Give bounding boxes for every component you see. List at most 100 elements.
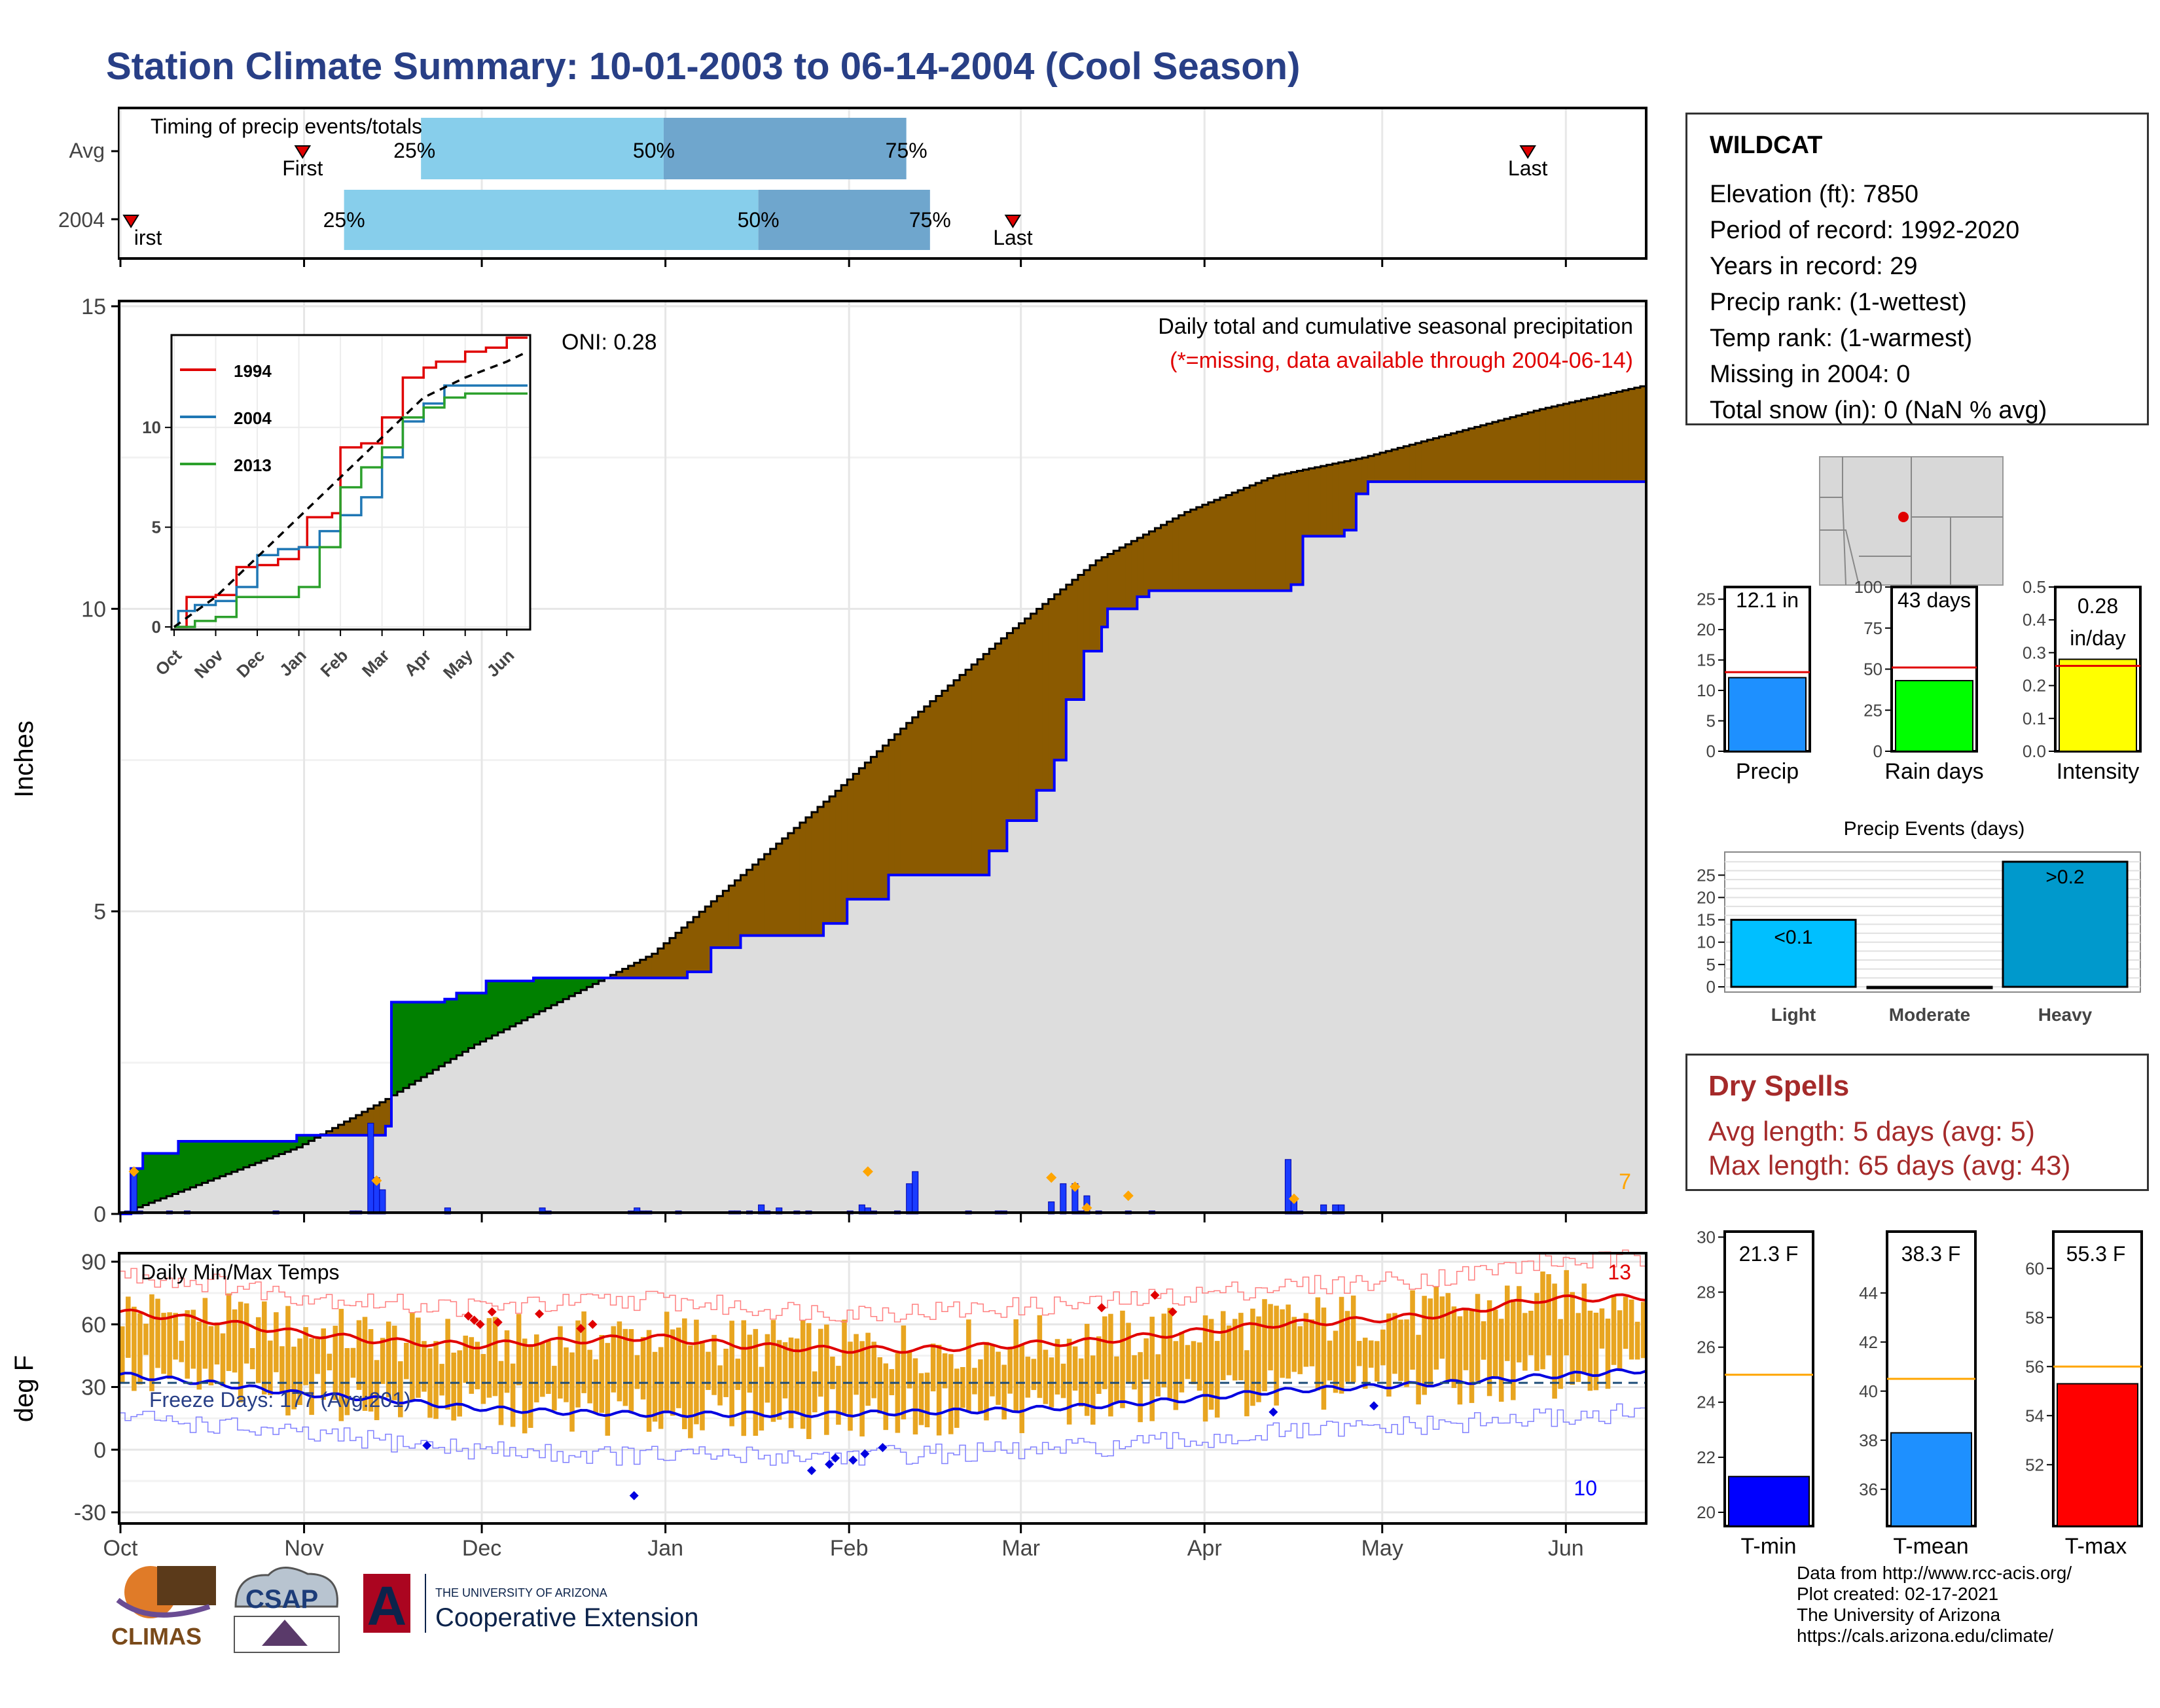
daily-temp-bar [249,1348,255,1370]
surplus-fill [279,1141,285,1154]
daily-temp-bar [1274,1306,1279,1406]
deficit-fill [758,859,765,936]
deficit-fill [1634,387,1641,482]
deficit-fill [776,844,783,936]
daily-temp-bar [682,1318,687,1429]
record-high-marker [1168,1307,1178,1317]
deficit-fill [871,756,878,900]
credit-line-url: https://cals.arizona.edu/climate/ [1797,1626,2054,1646]
daily-temp-bar [469,1337,475,1394]
surplus-fill [533,978,540,1014]
events-label-light: Light [1771,1005,1816,1025]
surplus-fill [521,981,528,1021]
deficit-fill [1143,534,1150,597]
deficit-fill [1474,427,1481,482]
deficit-fill [882,745,890,900]
daily-temp-bar [1380,1329,1386,1366]
surplus-fill [285,1141,291,1152]
daily-temp-bar [1161,1313,1167,1387]
month-tick-label: Jun [1548,1536,1584,1561]
daily-temp-bar [1096,1336,1102,1394]
deficit-fill [361,1112,369,1135]
temp-ytick-label: 30 [81,1376,106,1400]
deficit-fill [711,901,717,948]
summary-ytick-label: 0.5 [2023,577,2046,597]
deficit-fill [1445,435,1452,482]
summary-ytick-label: 15 [1697,650,1716,670]
tbar-ytick-label: 54 [2025,1406,2044,1425]
daily-temp-bar [1575,1313,1581,1382]
summary-ytick-label: 75 [1863,618,1882,638]
station-period: Period of record: 1992-2020 [1710,217,2020,244]
deficit-fill [1557,405,1564,482]
deficit-fill [705,906,711,972]
surplus-fill [592,978,600,984]
month-tick-label: Mar [1001,1536,1040,1561]
deficit-fill [1338,462,1345,537]
surplus-fill [302,1135,309,1145]
daily-temp-bar [1433,1286,1439,1370]
surplus-fill [450,999,458,1059]
logos: CLIMAS CSAP A THE UNIVERSITY OF ARIZONA … [111,1566,698,1653]
deficit-fill [1238,490,1244,591]
ua-name-small: THE UNIVERSITY OF ARIZONA [435,1586,607,1599]
deficit-fill [1119,547,1126,609]
daily-temp-bar [688,1345,693,1438]
surplus-fill [308,1135,315,1141]
ua-letter: A [367,1575,407,1637]
record-low-marker [878,1443,888,1453]
main-note-2: (*=missing, data available through 2004-… [1170,348,1633,373]
daily-temp-bar [996,1351,1001,1405]
deficit-fill [1622,390,1629,482]
daily-temp-bar [1498,1319,1504,1402]
precip-marker [1081,1202,1092,1213]
daily-temp-bar [1463,1309,1469,1370]
daily-precip-bar [1060,1183,1067,1215]
timing-label-2004: 2004 [58,208,105,232]
daily-temp-bar [1398,1319,1403,1381]
daily-temp-bar [1344,1311,1350,1382]
daily-temp-bar [1143,1338,1149,1379]
daily-temp-bar [966,1319,971,1412]
deficit-fill [332,1128,339,1135]
daily-temp-bar [327,1353,333,1370]
daily-temp-bar [321,1328,326,1400]
deficit-fill [1297,471,1304,585]
precip-marker [128,1166,139,1177]
daily-temp-bar [1368,1340,1374,1368]
record-high-marker [463,1311,473,1321]
daily-temp-bar [1564,1270,1569,1356]
daily-temp-bar [984,1342,989,1421]
deficit-fill [888,739,895,876]
temp-ylabel: deg F [10,1355,39,1422]
daily-temp-bar [936,1345,942,1436]
surplus-fill [409,1002,416,1085]
deficit-fill [1326,465,1333,537]
daily-temp-bar [1262,1299,1267,1392]
events-label-heavy: Heavy [2038,1005,2093,1025]
daily-temp-bar [120,1326,125,1383]
daily-temp-bar [1457,1316,1463,1405]
deficit-fill [1273,475,1280,591]
deficit-fill [1107,554,1114,609]
surplus-fill [515,981,522,1023]
deficit-fill [1048,599,1055,791]
deficit-fill [740,875,747,936]
daily-temp-bar [475,1342,480,1389]
deficit-fill [326,1131,333,1135]
sum-label-precip: Precip [1736,759,1799,784]
deficit-fill [651,953,658,978]
record-high-marker [535,1309,545,1319]
dry-spells-avg: Avg length: 5 days (avg: 5) [1708,1116,2035,1147]
temp-ytick-label: -30 [74,1501,106,1525]
daily-temp-bar [1060,1363,1066,1398]
deficit-fill [1244,488,1250,591]
record-low-marker [1269,1407,1278,1417]
daily-temp-bar [1286,1304,1291,1379]
summary-ytick-label: 50 [1863,660,1882,679]
daily-temp-bar [1634,1321,1640,1360]
daily-temp-bar [1120,1310,1125,1408]
deficit-fill [764,854,771,936]
daily-temp-bar [540,1342,545,1397]
surplus-fill [444,999,451,1063]
